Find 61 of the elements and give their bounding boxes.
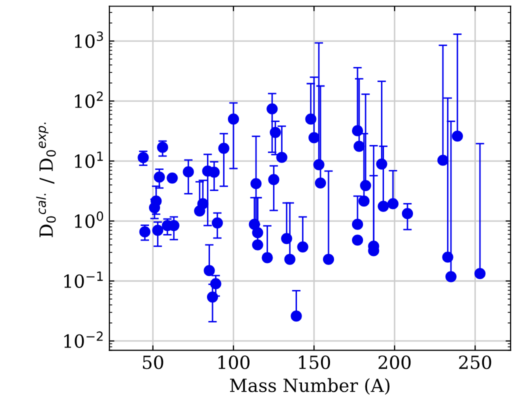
point [322, 254, 334, 265]
point [152, 224, 164, 236]
point [354, 140, 365, 152]
y-tick-label: 10$^{1}$ [74, 152, 103, 168]
point [314, 177, 326, 189]
point [442, 252, 454, 263]
point [445, 271, 457, 282]
point [352, 125, 364, 136]
point [212, 217, 223, 228]
point [208, 166, 220, 178]
point [218, 142, 230, 154]
point [197, 198, 208, 210]
point [228, 114, 240, 125]
point [281, 232, 292, 244]
y-tick-label: 10$^{3}$ [74, 31, 103, 48]
point [250, 178, 262, 190]
point [402, 208, 414, 220]
point [352, 234, 364, 246]
point [290, 310, 302, 322]
point [266, 103, 278, 114]
point [305, 114, 316, 125]
point [376, 158, 388, 170]
point [452, 130, 463, 142]
x-tick-label: 100 [218, 355, 250, 370]
point [358, 196, 370, 207]
point [268, 174, 280, 186]
x-tick-label: 150 [298, 355, 330, 370]
point [262, 252, 273, 264]
point [297, 241, 308, 252]
point [437, 154, 448, 166]
point [387, 198, 399, 210]
x-tick-label: 250 [459, 355, 492, 370]
y-tick-label: 10$^{−2}$ [64, 331, 103, 348]
y-tick-label: 10$^{2}$ [74, 91, 103, 108]
x-tick-label: 50 [142, 355, 164, 370]
point [313, 159, 324, 170]
point [210, 278, 222, 290]
point [270, 126, 281, 138]
point [276, 152, 288, 163]
point [204, 265, 215, 276]
point [139, 226, 150, 238]
point [308, 132, 320, 144]
x-tick-label: 200 [378, 355, 411, 370]
point [474, 268, 486, 280]
point [252, 227, 264, 238]
point [352, 218, 364, 230]
point [150, 196, 162, 207]
point [166, 172, 178, 184]
point [138, 152, 149, 164]
point [360, 180, 372, 192]
point [154, 172, 165, 183]
point [206, 291, 218, 303]
y-tick-label: 10$^{0}$ [74, 211, 104, 228]
point [182, 166, 194, 178]
point [252, 239, 264, 250]
point [157, 142, 168, 153]
y-tick-label: 10$^{−1}$ [64, 272, 103, 288]
point [378, 200, 389, 212]
x-axis-title: Mass Number (A) [230, 378, 390, 395]
point [284, 254, 296, 265]
y-axis-title: D$_{0}$$^{cal.}$ / D$_{0}$$^{exp.}$ [36, 122, 56, 238]
